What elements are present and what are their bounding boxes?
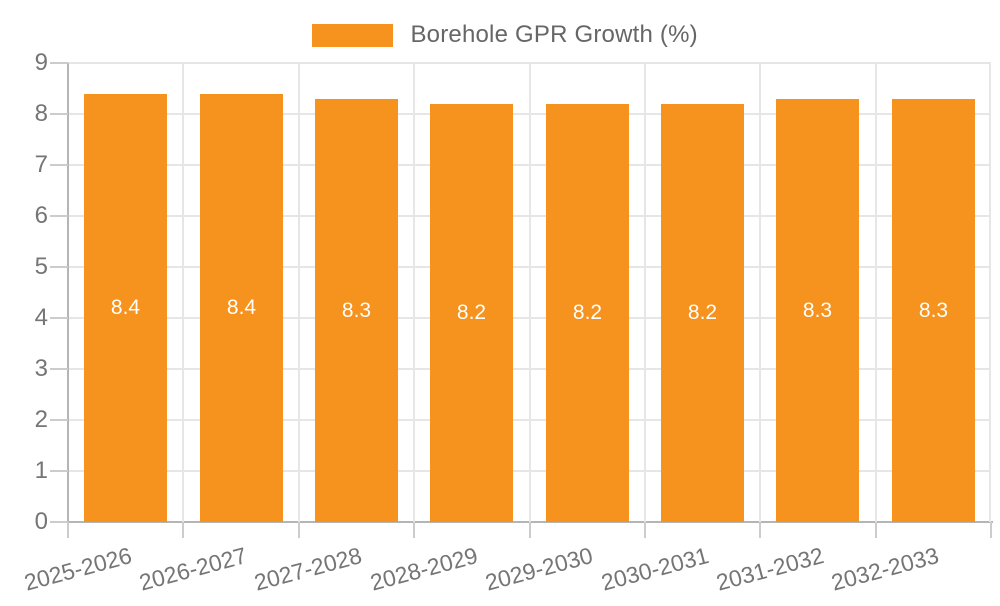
x-axis-tick [413, 522, 415, 538]
bar[interactable]: 8.2 [546, 104, 629, 522]
y-axis-tick [50, 266, 68, 268]
legend: Borehole GPR Growth (%) [312, 21, 698, 49]
gridline-vertical [759, 63, 761, 522]
bar-value-label: 8.2 [572, 301, 603, 324]
bar[interactable]: 8.2 [661, 104, 744, 522]
y-axis-tick-label: 5 [34, 253, 48, 280]
y-axis-tick-label: 8 [34, 100, 48, 127]
y-axis-tick [50, 368, 68, 370]
bar[interactable]: 8.2 [430, 104, 513, 522]
x-axis-tick [990, 522, 992, 538]
bar-value-label: 8.3 [802, 298, 833, 322]
y-axis-tick [50, 215, 68, 217]
y-axis-tick-label: 0 [34, 508, 48, 535]
y-axis-tick [50, 62, 68, 64]
y-axis-tick-label: 3 [34, 355, 48, 382]
y-axis-tick [50, 470, 68, 472]
legend-label: Borehole GPR Growth (%) [410, 21, 698, 48]
y-axis-tick-label: 6 [34, 202, 48, 229]
gridline-vertical [529, 63, 531, 522]
y-axis-tick-label: 4 [34, 304, 48, 331]
y-axis-line [67, 63, 69, 538]
bar-value-label: 8.4 [226, 296, 257, 319]
gridline-vertical [875, 63, 877, 522]
gridline-vertical [298, 63, 300, 522]
x-axis-tick [759, 522, 761, 538]
x-axis-tick [67, 522, 69, 538]
bar[interactable]: 8.3 [776, 99, 859, 522]
y-axis-tick [50, 419, 68, 421]
bar-value-label: 8.4 [110, 296, 141, 319]
y-axis-tick-label: 1 [34, 457, 48, 484]
bar-value-label: 8.3 [341, 298, 372, 322]
gridline-vertical [413, 63, 415, 522]
y-axis-tick-label: 9 [34, 49, 48, 76]
gridline-vertical [989, 63, 991, 522]
y-axis-tick-label: 7 [34, 151, 48, 178]
bar-value-label: 8.2 [456, 301, 487, 324]
plot-area: 8.4 8.4 8.3 8.2 8.2 8.2 8.3 8.3 [68, 62, 993, 523]
gridline-vertical [182, 63, 184, 522]
gridline-vertical [644, 63, 646, 522]
x-axis-tick [298, 522, 300, 538]
x-axis-tick [529, 522, 531, 538]
y-axis-tick [50, 113, 68, 115]
x-axis-tick [182, 522, 184, 538]
y-axis-tick [50, 164, 68, 166]
bar-value-label: 8.2 [687, 301, 718, 324]
y-axis-tick [50, 317, 68, 319]
legend-swatch [312, 23, 393, 47]
bar[interactable]: 8.4 [200, 94, 283, 522]
x-axis-tick [875, 522, 877, 538]
bar-value-label: 8.3 [918, 298, 949, 322]
bar[interactable]: 8.3 [892, 99, 975, 522]
x-axis-tick [644, 522, 646, 538]
bar[interactable]: 8.4 [84, 94, 167, 522]
y-axis-tick [50, 521, 68, 523]
y-axis-tick-label: 2 [34, 406, 48, 433]
bar[interactable]: 8.3 [315, 99, 398, 522]
